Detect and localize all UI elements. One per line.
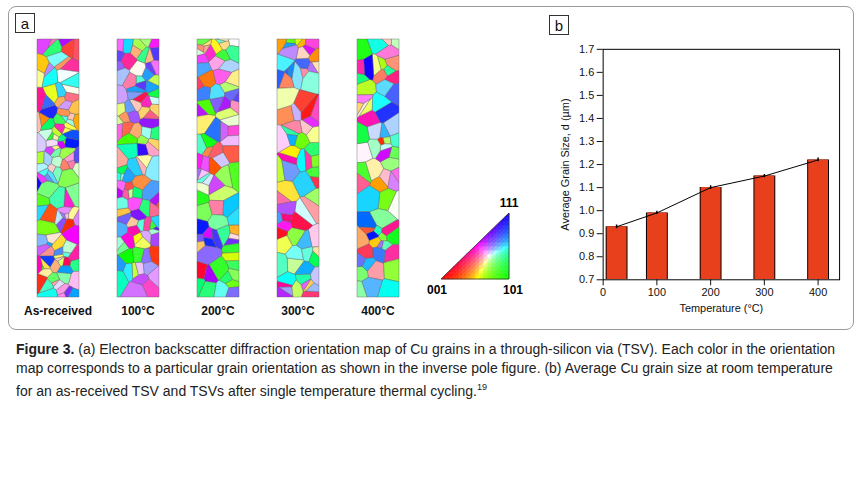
svg-text:1.3: 1.3 [579, 135, 594, 147]
svg-text:0.7: 0.7 [579, 273, 594, 285]
html-text:Figure 3. (a) Electron backsca: Figure 3. (a) Electron backscatter diffr… [16, 341, 836, 399]
svg-text:300: 300 [755, 286, 773, 298]
svg-text:100°C: 100°C [121, 304, 155, 318]
svg-text:Temperature (°C): Temperature (°C) [679, 302, 763, 314]
svg-text:0: 0 [600, 286, 606, 298]
svg-text:300°C: 300°C [281, 304, 315, 318]
svg-text:1.4: 1.4 [579, 112, 594, 124]
svg-text:200°C: 200°C [201, 304, 235, 318]
svg-text:Average Grain Size, d (µm): Average Grain Size, d (µm) [559, 98, 571, 230]
svg-text:1.7: 1.7 [579, 43, 594, 55]
svg-text:001: 001 [427, 283, 447, 297]
html-text:a: a [20, 15, 30, 32]
svg-text:1.2: 1.2 [579, 158, 594, 170]
svg-text:101: 101 [503, 283, 523, 297]
svg-text:400°C: 400°C [361, 304, 395, 318]
svg-text:100: 100 [648, 286, 666, 298]
html-text:b: b [554, 17, 564, 34]
svg-text:As-received: As-received [24, 304, 92, 318]
svg-text:1.0: 1.0 [579, 204, 594, 216]
svg-text:1.5: 1.5 [579, 89, 594, 101]
svg-text:0.8: 0.8 [579, 250, 594, 262]
svg-text:400: 400 [809, 286, 827, 298]
svg-text:200: 200 [702, 286, 720, 298]
svg-text:111: 111 [500, 196, 519, 210]
svg-text:1.6: 1.6 [579, 66, 594, 78]
svg-text:1.1: 1.1 [579, 181, 594, 193]
svg-text:0.9: 0.9 [579, 227, 594, 239]
